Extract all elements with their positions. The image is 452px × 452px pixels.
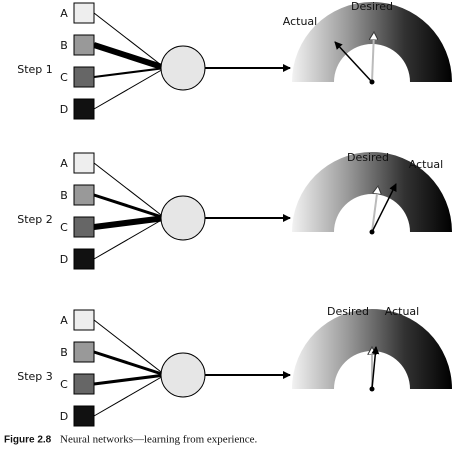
input-box — [73, 66, 95, 88]
input-label: D — [60, 103, 68, 116]
connection — [93, 215, 166, 230]
caption-text: Neural networks—learning from experience… — [60, 434, 258, 446]
input-box — [73, 216, 95, 238]
step: Step 1 A B C D Actual Desired — [17, 0, 452, 120]
input-label: A — [60, 157, 68, 170]
actual-label: Actual — [409, 158, 443, 171]
connection — [93, 193, 166, 220]
desired-label: Desired — [351, 0, 393, 13]
connection — [93, 374, 166, 417]
connection — [93, 162, 166, 219]
desired-needle — [372, 32, 374, 83]
input-box — [73, 152, 95, 174]
input-label: B — [60, 346, 68, 359]
actual-needle — [371, 183, 397, 233]
step-label: Step 2 — [17, 213, 53, 226]
gauge — [292, 152, 452, 232]
steps: Step 1 A B C D Actual Desired Step 2 A B C D Actual D… — [17, 0, 452, 427]
connection — [93, 42, 166, 71]
input-box — [73, 341, 95, 363]
input-label: D — [60, 253, 68, 266]
step-label: Step 1 — [17, 63, 53, 76]
actual-label: Actual — [385, 305, 419, 318]
input-box — [73, 98, 95, 120]
input-label: B — [60, 39, 68, 52]
input-label: B — [60, 189, 68, 202]
input-label: C — [60, 378, 68, 391]
desired-label: Desired — [327, 305, 369, 318]
input-box — [73, 184, 95, 206]
step: Step 2 A B C D Actual Desired — [17, 151, 452, 270]
input-label: A — [60, 7, 68, 20]
connection — [93, 350, 166, 377]
caption-label: Figure 2.8 — [4, 435, 52, 446]
actual-needle — [371, 346, 380, 390]
neuron — [160, 352, 206, 398]
step: Step 3 A B C D Actual Desired — [17, 305, 452, 427]
input-box — [73, 309, 95, 331]
connection — [93, 67, 166, 110]
neuron — [160, 195, 206, 241]
input-box — [73, 2, 95, 24]
input-label: C — [60, 71, 68, 84]
connection — [93, 217, 166, 260]
gauge-pivot — [369, 386, 375, 392]
desired-label: Desired — [347, 151, 389, 164]
actual-needle — [334, 41, 373, 83]
input-box — [73, 248, 95, 270]
input-label: D — [60, 410, 68, 423]
connection — [93, 67, 166, 78]
input-box — [73, 373, 95, 395]
gauge-pivot — [369, 79, 375, 85]
input-label: A — [60, 314, 68, 327]
connection — [93, 373, 166, 386]
input-label: C — [60, 221, 68, 234]
gauge — [292, 2, 452, 82]
input-box — [73, 34, 95, 56]
desired-needle — [371, 186, 378, 233]
neuron — [160, 45, 206, 91]
input-box — [73, 405, 95, 427]
gauge-pivot — [369, 229, 375, 235]
connection — [93, 12, 166, 69]
actual-label: Actual — [283, 15, 317, 28]
step-label: Step 3 — [17, 370, 53, 383]
connection — [93, 319, 166, 376]
